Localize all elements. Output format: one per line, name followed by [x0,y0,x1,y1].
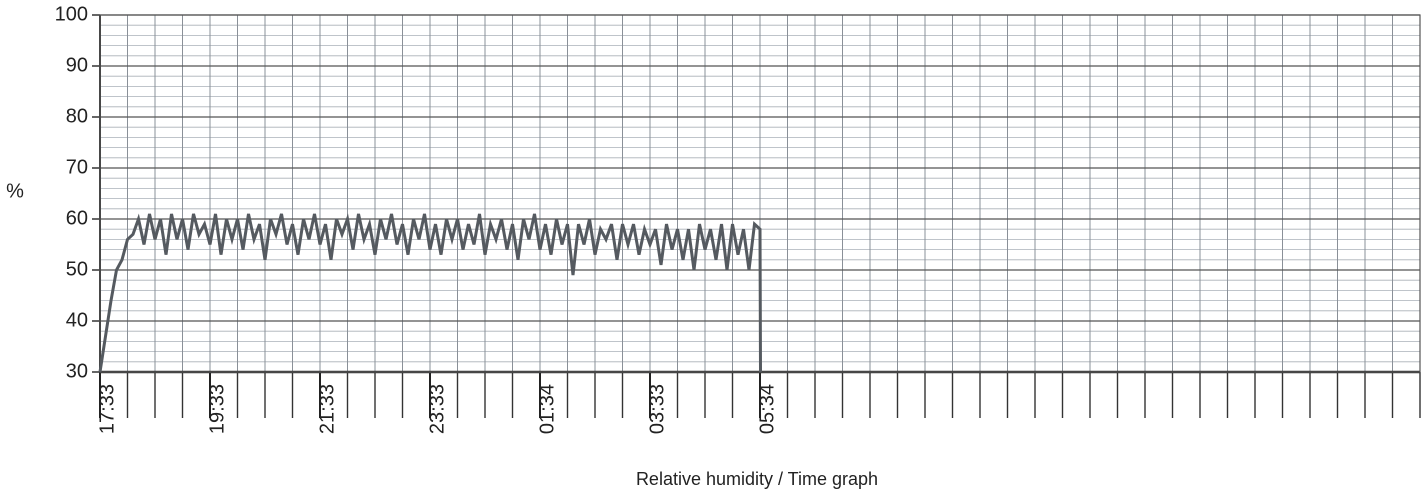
y-tick-label: 60 [66,207,88,229]
y-tick-label: 50 [66,258,88,280]
y-tick-label: 70 [66,156,88,178]
data-line [98,213,762,373]
y-tick-label: 80 [66,105,88,127]
y-tick-label: 100 [55,3,88,25]
chart-title: Relative humidity / Time graph [636,469,878,489]
y-tick-label: 30 [66,360,88,382]
y-tick-label: 40 [66,309,88,331]
y-tick-label: 90 [66,54,88,76]
x-tick-label: 17:33 [96,384,118,434]
x-tick-label: 23:33 [426,384,448,434]
y-axis-label: % [6,180,24,202]
x-tick-label: 01:34 [536,384,558,434]
x-tick-label: 03:33 [646,384,668,434]
x-tick-label: 05:34 [756,384,778,434]
x-tick-label: 21:33 [316,384,338,434]
x-tick-label: 19:33 [206,384,228,434]
